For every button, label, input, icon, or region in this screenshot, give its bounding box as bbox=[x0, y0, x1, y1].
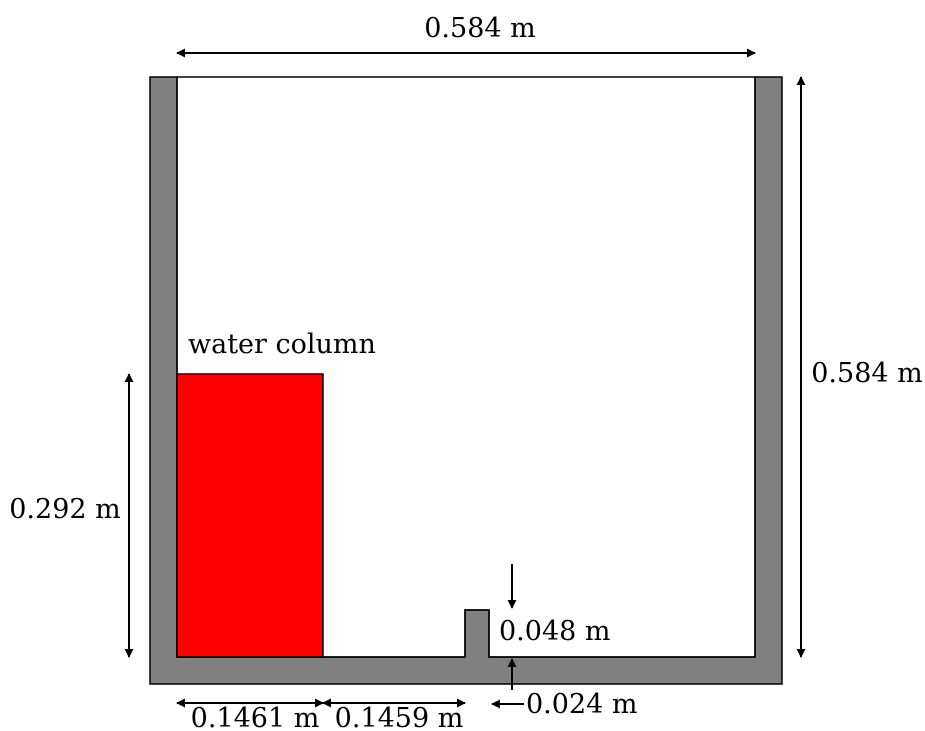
obstacle-width-label: 0.024 m bbox=[526, 689, 637, 720]
water-column bbox=[176, 373, 324, 658]
tank-height-label: 0.584 m bbox=[811, 358, 922, 389]
gap-to-obstacle-label: 0.1459 m bbox=[335, 703, 464, 731]
tank-width-label: 0.584 m bbox=[424, 13, 535, 44]
water-width-label: 0.1461 m bbox=[191, 703, 320, 731]
water-column-label: water column bbox=[188, 329, 376, 360]
obstacle-height-label: 0.048 m bbox=[499, 616, 610, 647]
water-height-label: 0.292 m bbox=[9, 494, 120, 525]
